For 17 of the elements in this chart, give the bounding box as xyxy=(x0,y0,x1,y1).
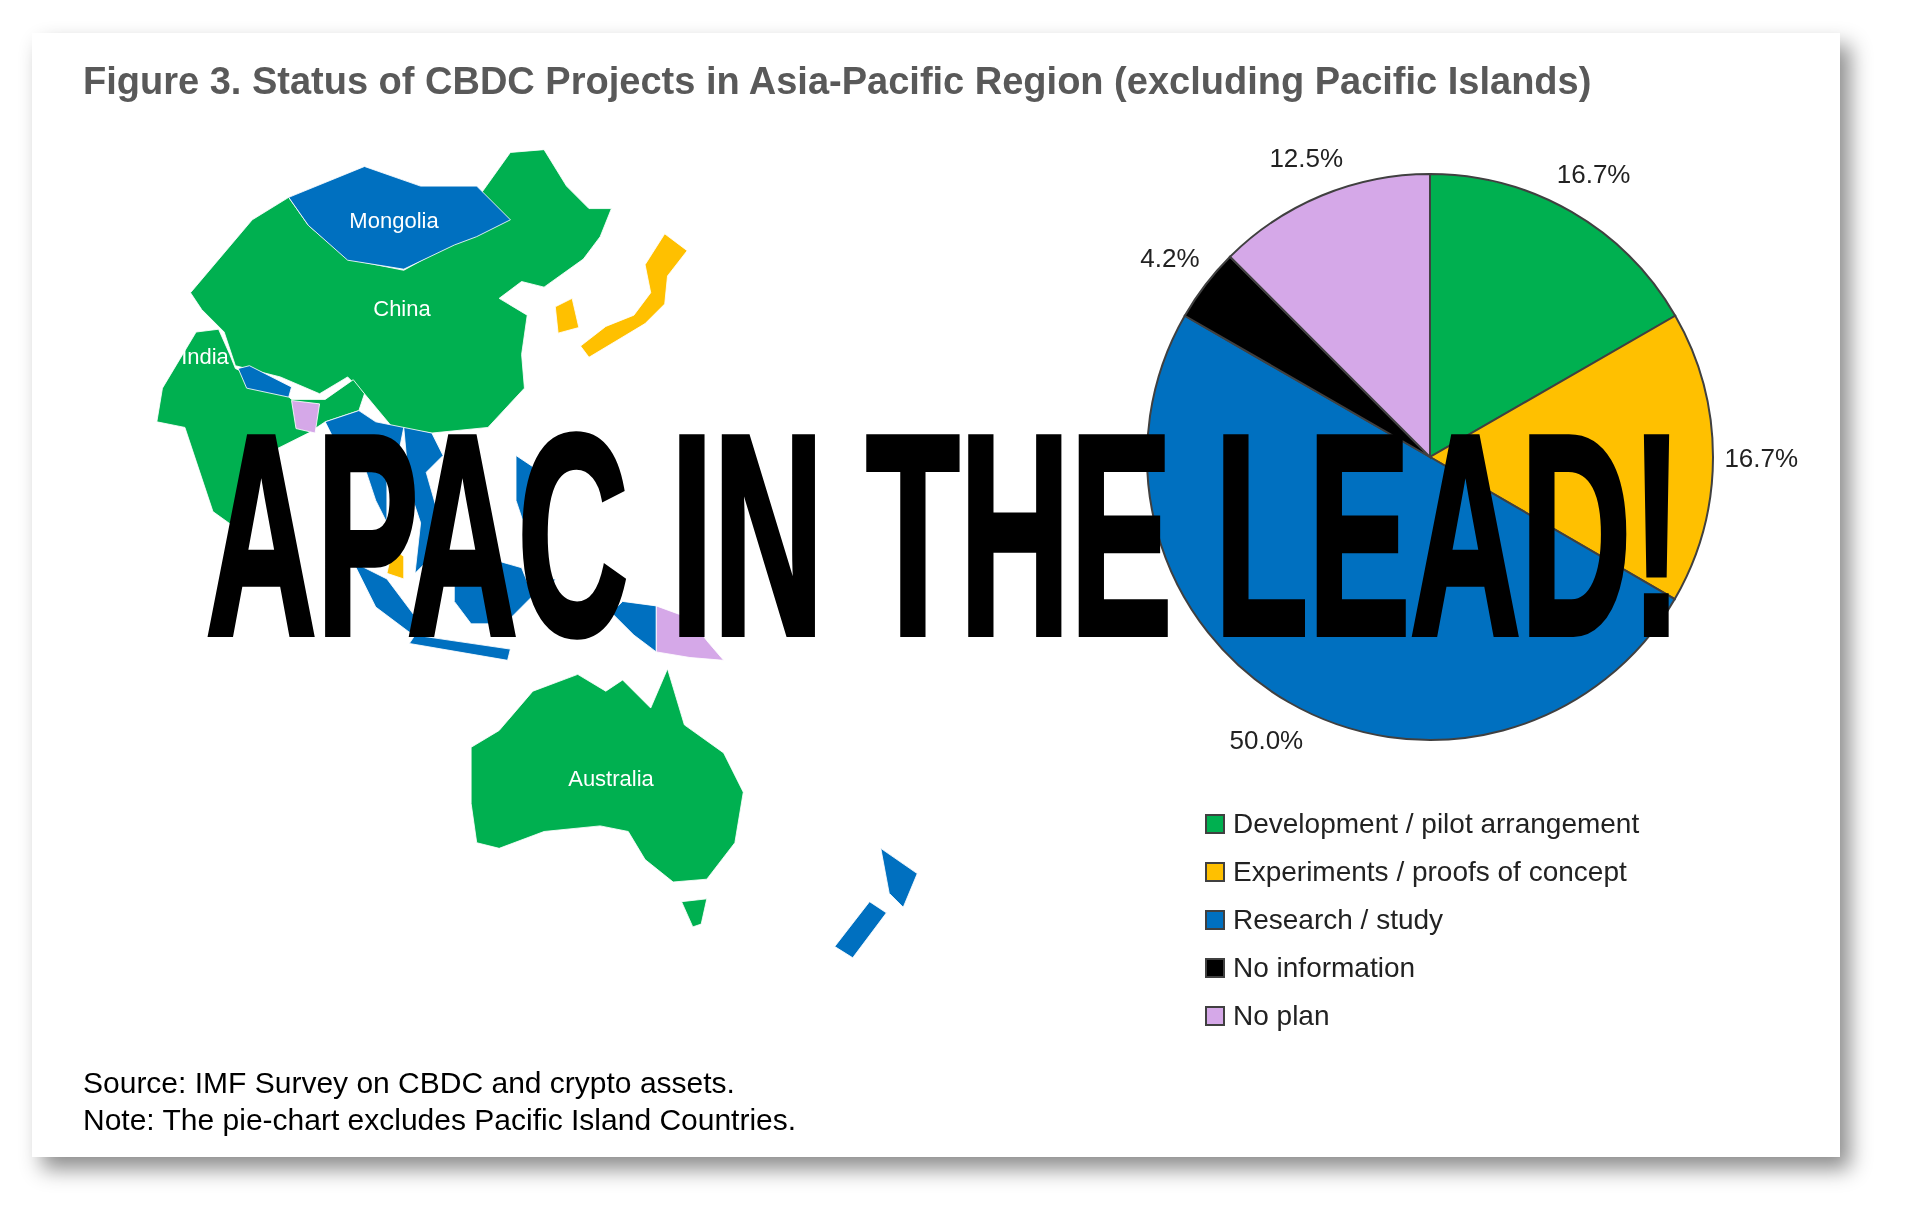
text: Australia xyxy=(568,765,655,791)
legend-label: Research / study xyxy=(1233,904,1444,936)
text: India xyxy=(181,343,230,369)
text: Note: The pie-chart excludes Pacific Island Countries. xyxy=(83,1103,797,1136)
data-label: 16.7% xyxy=(1724,442,1799,473)
source-note: Source: IMF Survey on CBDC and crypto assets. xyxy=(83,1066,735,1099)
chart-title: Figure 3. Status of CBDC Projects in Asia-Pacific Region (excluding Pacific Islands) xyxy=(83,60,1592,102)
text: Mongolia xyxy=(349,207,440,233)
legend-label: Development / pilot arrangement xyxy=(1233,808,1640,840)
data-label: 50.0% xyxy=(1229,725,1304,756)
text: China xyxy=(373,295,432,321)
data-label: 4.2% xyxy=(1140,242,1200,273)
legend-label: Experiments / proofs of concept xyxy=(1233,856,1627,888)
legend-label: No information xyxy=(1233,952,1416,984)
legend-label: No plan xyxy=(1233,1000,1330,1032)
data-label: 12.5% xyxy=(1269,142,1344,173)
data-label: 16.7% xyxy=(1556,158,1631,189)
